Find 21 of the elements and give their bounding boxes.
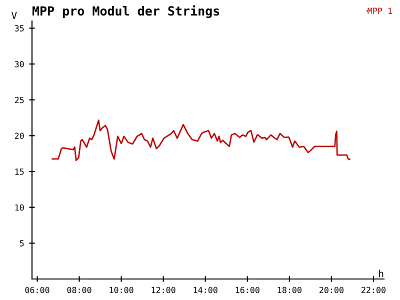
x-tick-label: 06:00 (25, 286, 50, 294)
y-tick-label: 30 (14, 61, 24, 68)
y-tick-label: 15 (15, 168, 24, 175)
x-tick-label: 08:00 (67, 286, 92, 294)
x-tick-label: 14:00 (194, 286, 218, 294)
y-tick-label: 25 (14, 96, 24, 104)
x-tick-label: 10:00 (110, 286, 134, 294)
line-series (52, 120, 350, 162)
y-tick-label: 10 (15, 204, 24, 211)
x-tick-label: 20:00 (320, 286, 344, 294)
y-tick-label: 35 (14, 25, 24, 32)
y-axis-title: V (12, 12, 17, 19)
y-tick-label: 20 (14, 132, 24, 139)
x-tick-label: 16:00 (236, 286, 260, 294)
chart-title: MPP pro Modul der Strings (32, 5, 220, 18)
x-tick-label: 12:00 (152, 286, 176, 294)
y-tick-label: 5 (20, 240, 24, 246)
legend-label: MPP 1 (368, 8, 392, 14)
x-tick-label: 22:00 (362, 286, 386, 294)
x-axis-title: h (379, 270, 384, 278)
x-tick-label: 18:00 (278, 286, 302, 294)
